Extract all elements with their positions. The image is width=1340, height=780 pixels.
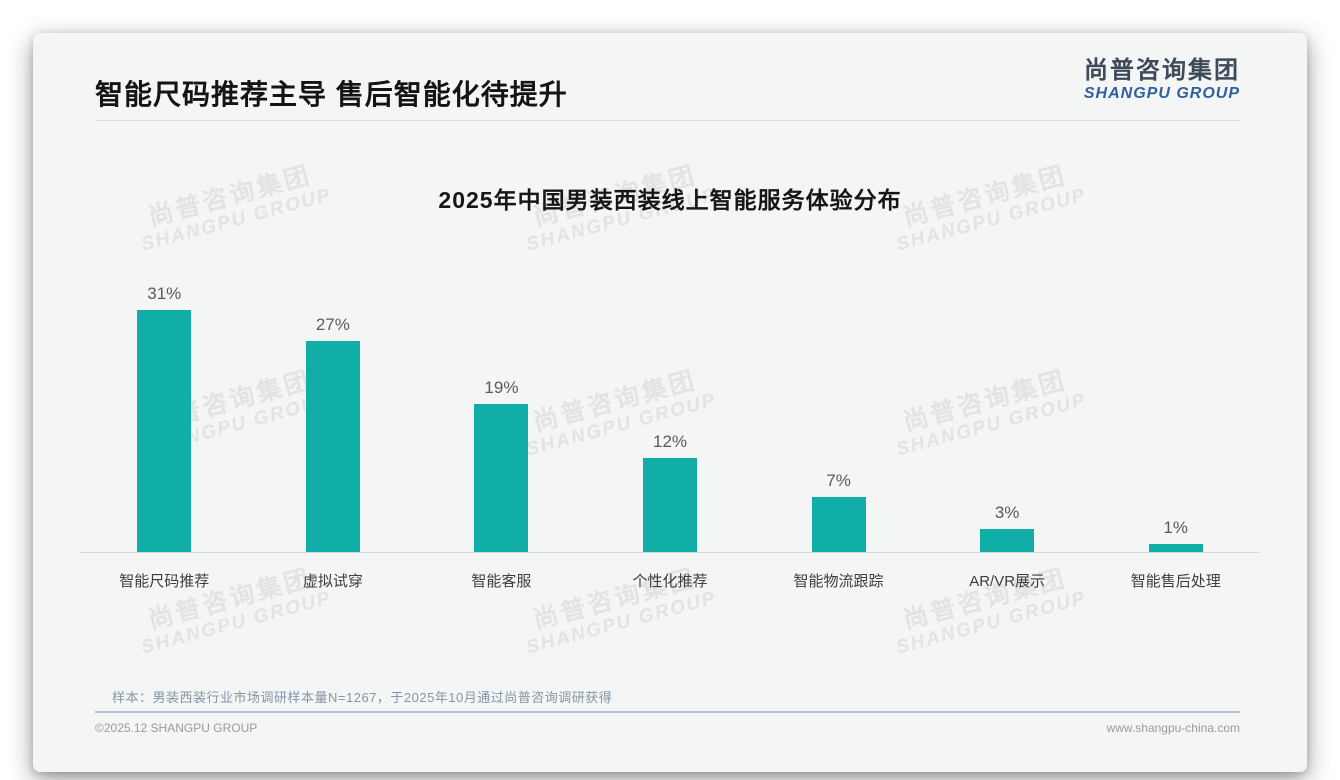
company-logo: 尚普咨询集团 SHANGPU GROUP	[1084, 57, 1240, 103]
bar-chart-plot: 31% 27% 19% 12% 7% 3% 1%	[80, 263, 1260, 553]
chart-bar	[1148, 544, 1203, 552]
bar-value-label: 31%	[147, 284, 182, 303]
chart-bar	[474, 404, 529, 552]
chart-bar	[811, 497, 866, 552]
category-label: 智能尺码推荐	[119, 573, 210, 590]
slide-card: 尚普咨询集团 SHANGPU GROUP 尚普咨询集团 SHANGPU GROUP 尚普…	[33, 33, 1307, 772]
watermark-english-text: SHANGPU GROUP	[138, 587, 334, 659]
category-label: 智能客服	[471, 573, 532, 590]
category-axis-labels: 智能尺码推荐 虚拟试穿 智能客服 个性化推荐 智能物流跟踪 AR/VR展示 智能售后处理	[80, 570, 1260, 596]
bar-value-label: 1%	[1163, 518, 1188, 537]
category-label: AR/VR展示	[969, 573, 1046, 590]
watermark-english-text: SHANGPU GROUP	[893, 587, 1089, 659]
chart-bar	[137, 310, 192, 552]
watermark-english-text: SHANGPU GROUP	[523, 587, 719, 659]
bar-value-label: 19%	[484, 378, 519, 397]
footer-divider	[95, 711, 1240, 713]
category-label: 个性化推荐	[632, 573, 708, 590]
page-title: 智能尺码推荐主导 售后智能化待提升	[95, 79, 568, 110]
logo-chinese-text: 尚普咨询集团	[1084, 57, 1240, 84]
logo-english-text: SHANGPU GROUP	[1083, 84, 1240, 102]
bar-value-label: 3%	[994, 503, 1020, 522]
copyright-text: ©2025.12 SHANGPU GROUP	[95, 721, 258, 735]
sample-note: 样本：男装西装行业市场调研样本量N=1267，于2025年10月通过尚普咨询调研…	[112, 690, 613, 705]
chart-bar	[643, 458, 697, 552]
category-label: 智能物流跟踪	[793, 573, 884, 590]
bar-value-label: 12%	[652, 432, 688, 451]
website-text: www.shangpu-china.com	[1106, 721, 1240, 735]
header-divider	[95, 120, 1240, 121]
chart-title: 2025年中国男装西装线上智能服务体验分布	[438, 187, 902, 213]
chart-bar	[305, 341, 360, 552]
category-label: 虚拟试穿	[302, 573, 363, 590]
chart-bar	[980, 529, 1035, 552]
bar-value-label: 7%	[826, 471, 851, 490]
category-label: 智能售后处理	[1130, 573, 1221, 590]
bar-value-label: 27%	[315, 315, 350, 334]
